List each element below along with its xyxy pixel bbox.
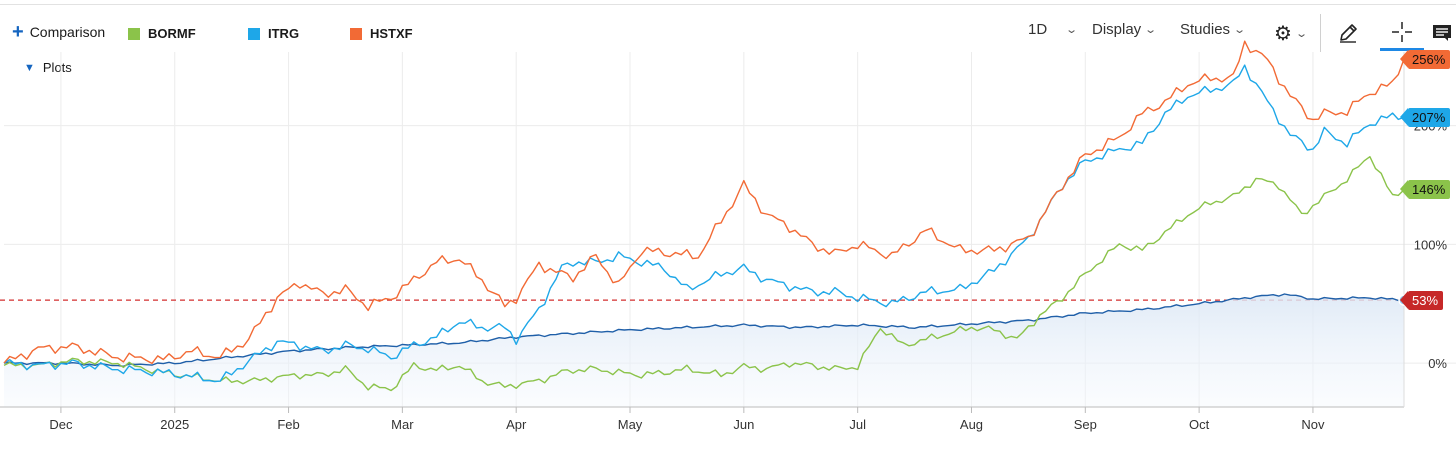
legend-item-hstxf[interactable]: HSTXF: [350, 26, 413, 41]
last-value-badge-hstxf: 256%: [1399, 49, 1451, 69]
comparison-label: Comparison: [29, 24, 106, 40]
x-tick-label: Sep: [1074, 417, 1097, 432]
triangle-down-icon: ▼: [24, 61, 35, 74]
legend-label-bormf: BORMF: [148, 26, 196, 41]
x-tick-label: Nov: [1301, 417, 1325, 432]
x-tick-label: May: [618, 417, 643, 432]
series-line-bormf: [3, 155, 1405, 392]
x-tick-label: Feb: [277, 417, 299, 432]
comparison-button[interactable]: + Comparison: [12, 21, 106, 43]
pencil-icon: [1340, 24, 1357, 43]
studies-label: Studies: [1180, 21, 1231, 38]
chevron-down-icon: ⌄: [1233, 24, 1247, 36]
news-icon: [1433, 25, 1451, 41]
crosshair-icon: [1392, 22, 1412, 42]
bormf-swatch: [128, 27, 140, 40]
crosshair-tool-button[interactable]: [1380, 16, 1424, 51]
hstxf-swatch: [350, 27, 362, 40]
x-tick-label: Apr: [506, 417, 527, 432]
itrg-swatch: [248, 27, 260, 40]
x-tick-label: Mar: [391, 417, 414, 432]
legend-item-itrg[interactable]: ITRG: [248, 26, 299, 41]
chevron-down-icon: ⌄: [1144, 24, 1158, 36]
news-tool-button[interactable]: [1428, 16, 1456, 50]
settings-dropdown[interactable]: ⚙ ⌄: [1274, 21, 1308, 46]
legend-label-hstxf: HSTXF: [370, 26, 413, 41]
chevron-down-icon: ⌄: [1295, 28, 1308, 40]
y-tick-label: 0%: [1428, 356, 1447, 371]
x-tick-label: Jul: [849, 417, 866, 432]
last-value-badge-bormf: 146%: [1399, 180, 1451, 200]
interval-dropdown[interactable]: 1D ⌄: [1028, 21, 1079, 38]
x-tick-label: Dec: [49, 417, 73, 432]
plots-label: Plots: [42, 60, 72, 75]
toolbar-divider: [1320, 14, 1321, 52]
chevron-down-icon: ⌄: [1065, 24, 1079, 36]
last-value-badge-itrg: 207%: [1399, 107, 1451, 127]
x-tick-label: Jun: [733, 417, 754, 432]
studies-dropdown[interactable]: Studies ⌄: [1180, 21, 1247, 38]
series-line-hstxf: [3, 40, 1405, 365]
x-tick-label: Oct: [1189, 417, 1210, 432]
plus-icon: +: [12, 21, 24, 43]
gear-icon: ⚙: [1274, 23, 1292, 45]
legend-label-itrg: ITRG: [268, 26, 300, 41]
display-dropdown[interactable]: Display ⌄: [1092, 21, 1158, 38]
display-label: Display: [1092, 21, 1142, 38]
legend-item-bormf[interactable]: BORMF: [128, 26, 196, 41]
x-tick-label: 2025: [160, 417, 189, 432]
chart-toolbar: + Comparison BORMF ITRG HSTXF 1D ⌄ Displ…: [0, 18, 1456, 50]
plots-toggle[interactable]: ▼ Plots: [24, 60, 72, 75]
series-line-itrg: [3, 64, 1405, 383]
top-border: [0, 4, 1456, 5]
y-tick-label: 100%: [1414, 237, 1448, 252]
draw-tool-button[interactable]: [1326, 16, 1370, 50]
last-value-badge-main: 53%: [1399, 290, 1444, 310]
x-tick-label: Aug: [960, 417, 983, 432]
main-area-fill: [4, 294, 1404, 407]
series-line-main: [3, 293, 1405, 367]
interval-label: 1D: [1028, 21, 1048, 38]
